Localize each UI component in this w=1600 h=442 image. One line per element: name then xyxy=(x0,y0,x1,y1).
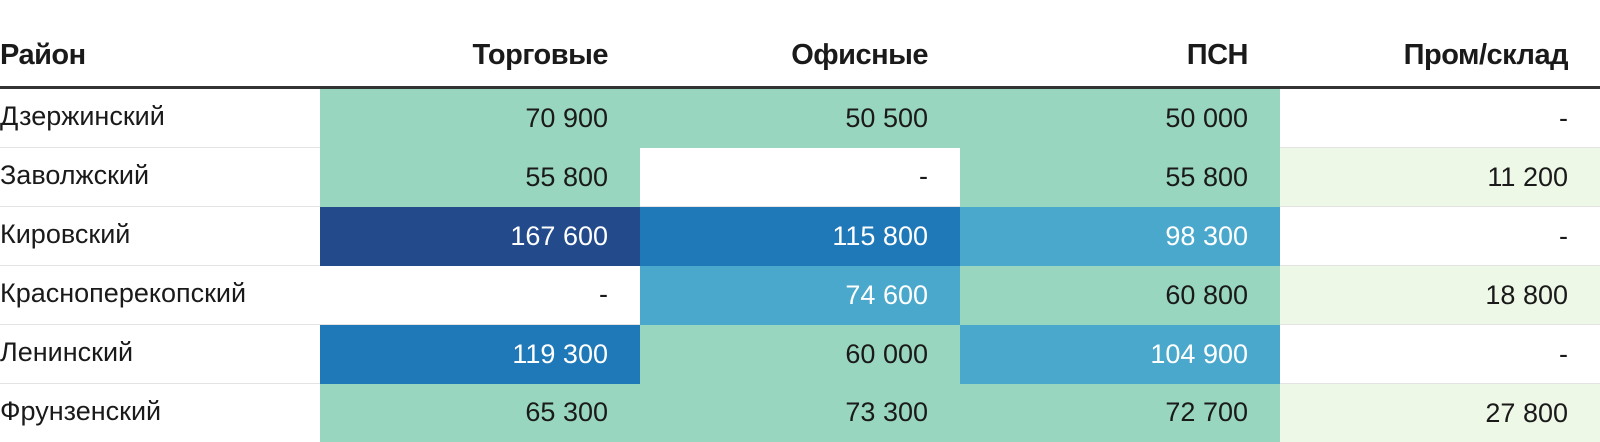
table-row: Красноперекопский -74 600 60 800 18 800 xyxy=(0,265,1600,325)
table-body: Дзержинский 70 900 50 500 50 000- Заволжский… xyxy=(0,87,1600,442)
row-label-district: Заволжский xyxy=(0,147,320,207)
row-label-district: Ленинский xyxy=(0,324,320,384)
row-label-district: Кировский xyxy=(0,206,320,266)
table-cell-value: 74 600 xyxy=(640,265,960,325)
table-cell-value: 60 000 xyxy=(640,324,960,384)
table-cell-value: 119 300 xyxy=(320,324,640,384)
table-cell-value: 70 900 xyxy=(320,87,640,148)
data-table: Район Торговые Офисные ПСН Пром/склад Дз… xyxy=(0,24,1600,442)
table-row: Дзержинский 70 900 50 500 50 000- xyxy=(0,87,1600,148)
column-header-industrial: Пром/склад xyxy=(1280,24,1600,89)
column-header-office: Офисные xyxy=(640,24,960,89)
table-cell-value: - xyxy=(1280,87,1600,148)
table-cell-value: 72 700 xyxy=(960,383,1280,442)
table-cell-value: 55 800 xyxy=(960,147,1280,207)
table-cell-value: - xyxy=(1280,206,1600,266)
table-cell-value: 167 600 xyxy=(320,206,640,266)
table-row: Ленинский 119 300 60 000 104 900- xyxy=(0,324,1600,384)
table-cell-value: 55 800 xyxy=(320,147,640,207)
table-cell-value: 65 300 xyxy=(320,383,640,442)
table-cell-value: 60 800 xyxy=(960,265,1280,325)
row-label-district: Фрунзенский xyxy=(0,395,162,426)
table-cell-value: 18 800 xyxy=(1280,265,1600,325)
table-cell-value: 50 500 xyxy=(640,87,960,148)
row-label-district: Дзержинский xyxy=(0,87,320,148)
table-row: Кировский 167 600 115 800 98 300- xyxy=(0,206,1600,266)
table-cell-value: 27 800 xyxy=(1280,383,1600,442)
table-cell-value: - xyxy=(640,147,960,207)
table-cell-value: 11 200 xyxy=(1280,147,1600,207)
table-cell-value: 104 900 xyxy=(960,324,1280,384)
column-header-district: Район xyxy=(0,24,320,89)
table-cell-value: - xyxy=(1280,324,1600,384)
table-cell-value: 50 000 xyxy=(960,87,1280,148)
column-header-retail: Торговые xyxy=(320,24,640,89)
table-cell-value: 98 300 xyxy=(960,206,1280,266)
table-cell-value: - xyxy=(320,265,640,325)
row-label-district: Красноперекопский xyxy=(0,265,320,325)
table-cell-value: 115 800 xyxy=(640,206,960,266)
header-row: Район Торговые Офисные ПСН Пром/склад xyxy=(0,24,1600,89)
table-cell-value: 73 300 xyxy=(640,383,960,442)
table-row: Заволжский 55 800-55 800 11 200 xyxy=(0,147,1600,207)
column-header-psn: ПСН xyxy=(960,24,1280,89)
table-row: Фрунзенский 65 300 73 300 72 700 27 800 xyxy=(0,383,1600,442)
